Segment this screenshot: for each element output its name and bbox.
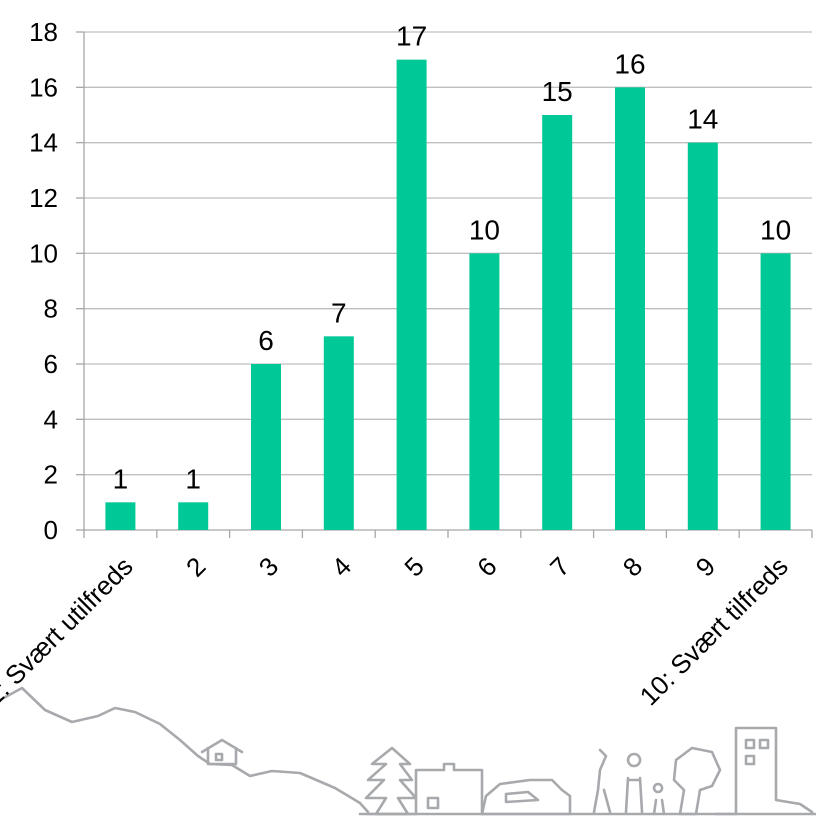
bar (469, 253, 500, 531)
bar (615, 87, 645, 530)
bar (396, 59, 427, 531)
y-tick-label: 10 (29, 238, 58, 268)
x-tick-label: 6 (471, 551, 502, 582)
bush-icon (672, 746, 722, 816)
data-label: 1 (113, 463, 129, 494)
y-tick-label: 8 (44, 294, 58, 324)
bar (542, 115, 573, 530)
data-label: 7 (331, 297, 347, 328)
data-label: 10 (760, 214, 791, 245)
people-icon (592, 748, 666, 816)
data-label: 15 (542, 76, 573, 107)
x-axis-ticks: 1: Svært utilfreds 2 3 4 5 6 7 8 910: Svært tilf… (0, 551, 794, 711)
tree-icon (364, 746, 418, 816)
bar (178, 502, 209, 530)
y-tick-label: 4 (44, 404, 58, 434)
bars (105, 59, 791, 531)
house-icon (200, 738, 244, 766)
y-axis-ticks: 0 2 4 6 8 10 12 14 16 18 (29, 17, 58, 545)
y-tick-label: 12 (29, 183, 58, 213)
data-label: 14 (687, 104, 718, 135)
data-label: 16 (614, 48, 645, 79)
bar (105, 502, 136, 530)
x-tick-label: 1: Svært utilfreds (0, 551, 139, 711)
tower-block-icon (714, 726, 814, 816)
car-icon (480, 778, 572, 816)
bar (760, 253, 791, 531)
y-tick-label: 18 (29, 17, 58, 47)
x-tick-label: 9 (690, 551, 721, 582)
data-label: 17 (396, 21, 427, 52)
y-tick-label: 16 (29, 72, 58, 102)
x-tick-label: 5 (398, 551, 429, 582)
y-tick-label: 0 (44, 515, 58, 545)
bar (687, 142, 718, 530)
y-tick-label: 2 (44, 460, 58, 490)
data-label: 1 (185, 463, 201, 494)
x-tick-label: 4 (326, 551, 357, 582)
y-tick-label: 6 (44, 349, 58, 379)
building-icon (366, 762, 484, 816)
x-tick-label: 3 (253, 551, 284, 582)
hill-line-icon (0, 686, 370, 814)
bar (251, 364, 281, 530)
x-tick-label: 2 (180, 551, 211, 582)
y-tick-label: 14 (29, 128, 58, 158)
data-label: 10 (469, 214, 500, 245)
bar (323, 336, 354, 530)
x-tick-label: 8 (617, 551, 648, 582)
x-tick-label: 7 (544, 551, 575, 582)
data-label: 6 (258, 325, 274, 356)
landscape-decoration (0, 686, 816, 816)
